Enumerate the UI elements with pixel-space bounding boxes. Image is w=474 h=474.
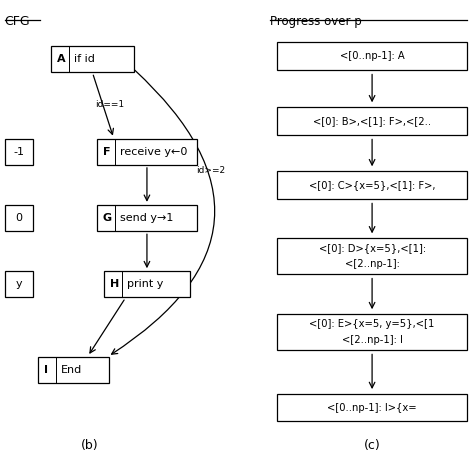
Text: y: y — [16, 279, 22, 290]
Bar — [51, 46, 134, 72]
Bar — [277, 314, 467, 350]
Bar — [5, 205, 33, 231]
Bar — [277, 107, 467, 135]
Text: if id: if id — [74, 54, 95, 64]
Bar — [104, 271, 190, 298]
Bar — [5, 138, 33, 165]
Bar — [277, 238, 467, 274]
Bar — [97, 205, 197, 231]
Text: <[2..np-1]: I: <[2..np-1]: I — [342, 335, 402, 345]
Text: id>=2: id>=2 — [196, 166, 226, 175]
Bar — [277, 171, 467, 199]
Text: receive y←0: receive y←0 — [120, 146, 187, 157]
Bar — [38, 357, 109, 383]
Text: (b): (b) — [81, 439, 99, 452]
Text: I: I — [44, 365, 47, 375]
Text: <[2..np-1]:: <[2..np-1]: — [345, 259, 400, 269]
Text: <[0..np-1]: A: <[0..np-1]: A — [340, 51, 404, 61]
Text: End: End — [61, 365, 82, 375]
Text: F: F — [103, 146, 110, 157]
Text: <[0..np-1]: I>{x=: <[0..np-1]: I>{x= — [327, 402, 417, 413]
Text: print y: print y — [127, 279, 164, 290]
Text: CFG: CFG — [5, 15, 30, 28]
FancyArrowPatch shape — [111, 70, 215, 354]
Text: Progress over p: Progress over p — [270, 15, 362, 28]
Text: send y→1: send y→1 — [120, 213, 173, 223]
Text: 0: 0 — [16, 213, 22, 223]
Bar — [5, 271, 33, 298]
Text: id==1: id==1 — [95, 100, 124, 109]
Text: A: A — [57, 54, 65, 64]
Text: <[0]: D>{x=5},<[1]:: <[0]: D>{x=5},<[1]: — [319, 243, 426, 253]
Text: G: G — [103, 213, 112, 223]
Text: <[0]: C>{x=5},<[1]: F>,: <[0]: C>{x=5},<[1]: F>, — [309, 180, 435, 190]
Bar — [277, 42, 467, 70]
Text: (c): (c) — [364, 439, 381, 452]
Bar — [97, 138, 197, 165]
Text: H: H — [110, 279, 119, 290]
Text: <[0]: E>{x=5, y=5},<[1: <[0]: E>{x=5, y=5},<[1 — [310, 319, 435, 329]
Text: <[0]: B>,<[1]: F>,<[2..: <[0]: B>,<[1]: F>,<[2.. — [313, 116, 431, 126]
Bar — [277, 394, 467, 421]
Text: -1: -1 — [13, 146, 25, 157]
